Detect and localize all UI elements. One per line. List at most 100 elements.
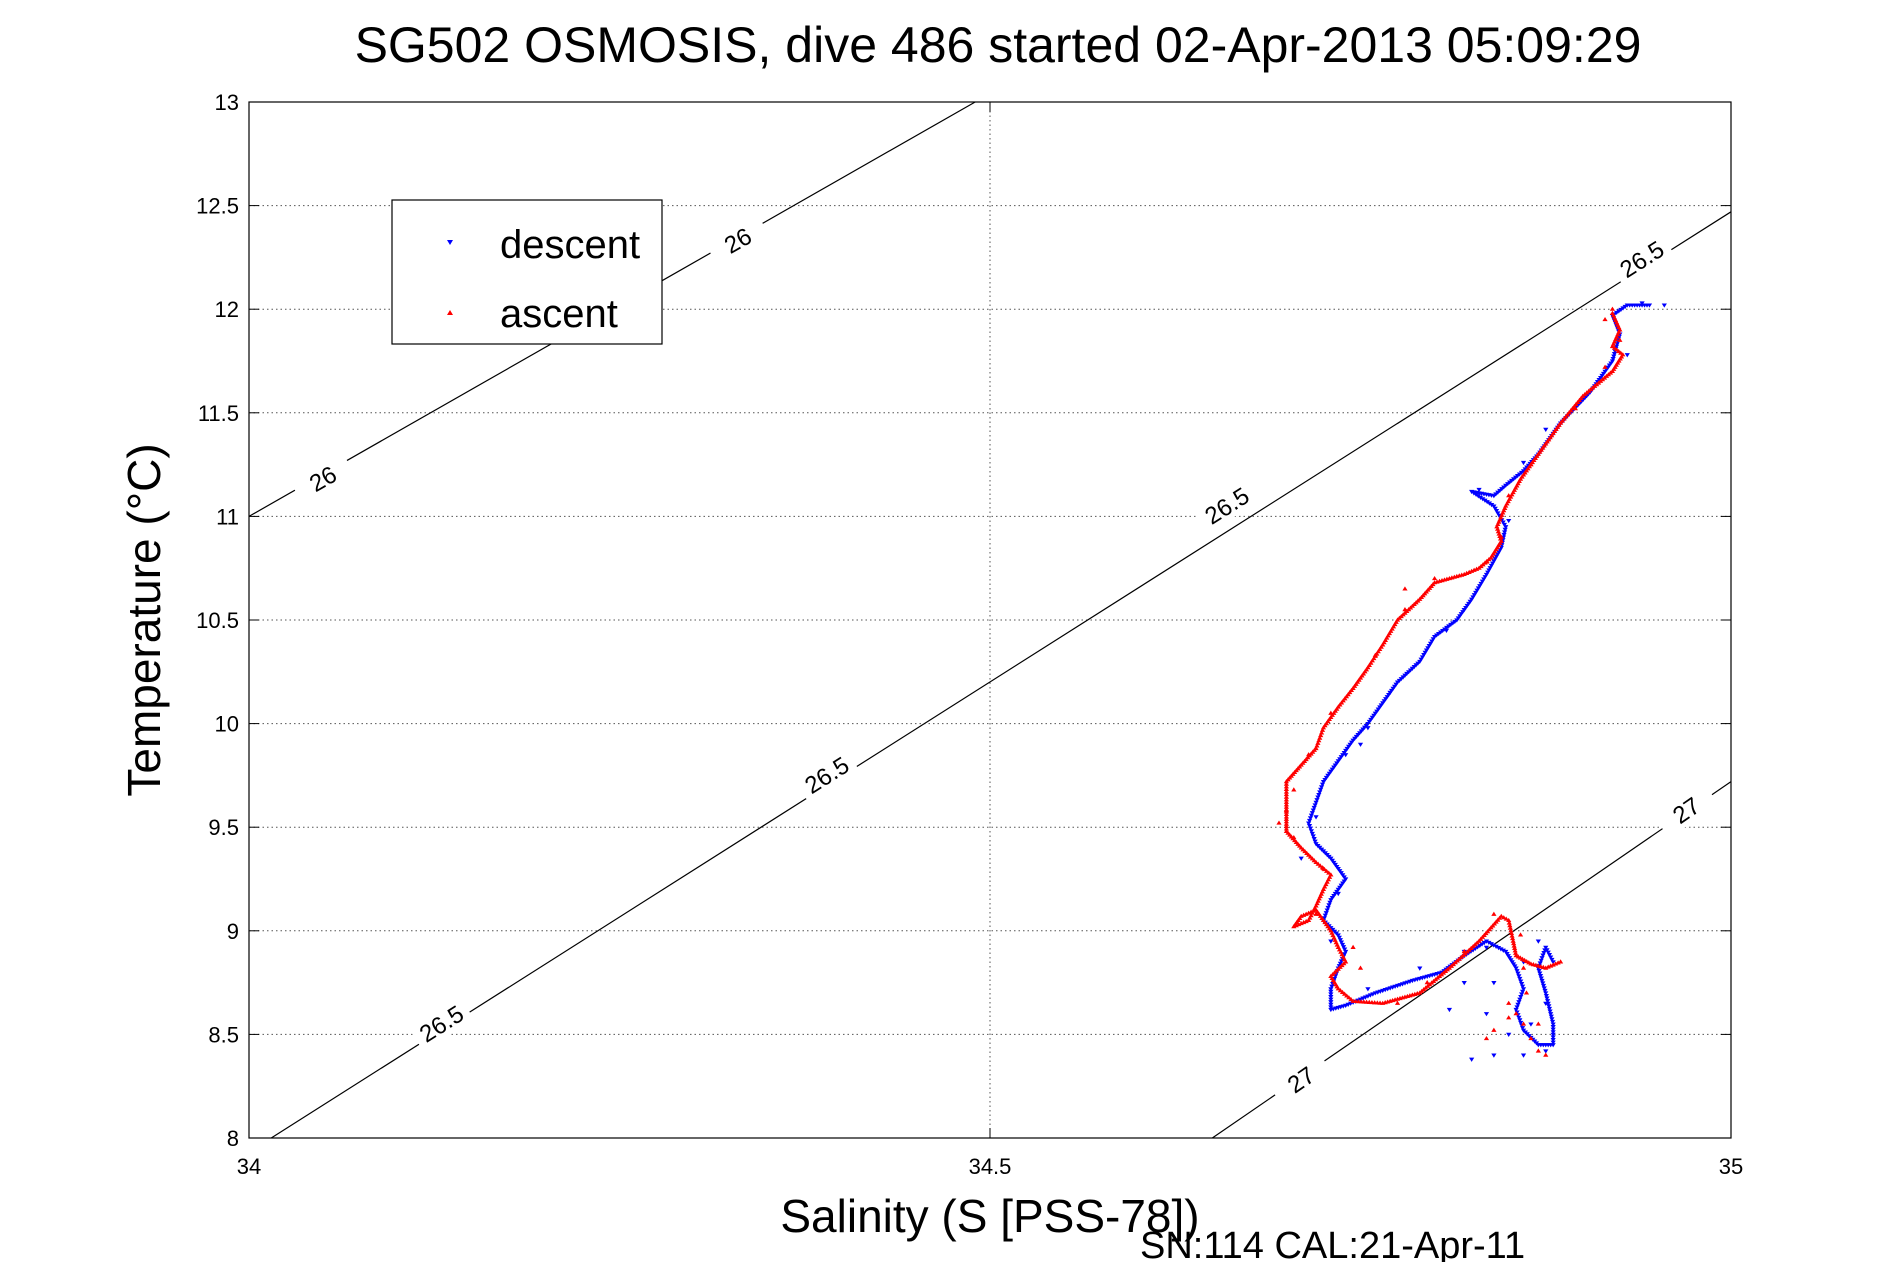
data-point-descent (1484, 500, 1490, 505)
data-point-descent (1491, 1053, 1497, 1058)
data-point-descent (1320, 780, 1327, 785)
data-point-descent (1308, 813, 1315, 818)
data-point-descent (1317, 790, 1323, 795)
data-point-descent (1519, 992, 1525, 997)
data-point-ascent (1424, 980, 1430, 985)
data-point-ascent (1350, 944, 1356, 949)
y-tick-label: 12 (215, 297, 239, 322)
data-point-ascent (1283, 784, 1289, 789)
data-point-descent (1470, 595, 1476, 600)
data-point-descent (1479, 579, 1486, 584)
data-point-descent (1482, 575, 1488, 580)
data-point-descent (1537, 971, 1543, 976)
data-point-descent (1538, 976, 1544, 981)
data-point-descent (1461, 608, 1467, 613)
data-point-ascent (1494, 526, 1501, 531)
data-point-ascent (1372, 652, 1378, 657)
data-point-descent (1549, 1017, 1555, 1022)
data-point-descent (1312, 803, 1318, 808)
data-point-descent (1477, 584, 1483, 589)
data-point-ascent (1291, 834, 1297, 840)
data-point-descent (1539, 978, 1545, 984)
data-point-descent (1506, 1032, 1512, 1037)
data-point-ascent (1319, 727, 1326, 732)
data-point-descent (1483, 572, 1490, 578)
data-point-descent (1328, 939, 1334, 944)
data-point-descent (1480, 497, 1486, 502)
data-point-descent (1469, 1057, 1475, 1062)
data-point-descent (1537, 961, 1543, 966)
data-point-ascent (1520, 965, 1527, 970)
data-point-ascent (1283, 802, 1289, 807)
data-point-ascent (1535, 1021, 1541, 1026)
data-point-ascent (1276, 820, 1282, 825)
y-tick-label: 10.5 (196, 608, 239, 633)
data-point-descent (1461, 981, 1467, 986)
data-point-descent (1430, 637, 1436, 642)
data-point-descent (1541, 950, 1547, 956)
data-point-descent (1328, 898, 1334, 903)
x-tick-labels: 34 34.5 35 (237, 1154, 1743, 1179)
data-point-descent (1491, 504, 1497, 509)
data-point-ascent (1483, 1035, 1490, 1041)
data-point-descent (1543, 993, 1549, 999)
data-point-descent (1495, 511, 1501, 516)
data-point-descent (1485, 570, 1491, 575)
data-point-descent (1520, 987, 1527, 992)
data-point-ascent (1513, 1011, 1519, 1016)
data-point-descent (1310, 834, 1316, 839)
data-point-ascent (1291, 787, 1297, 792)
data-point-descent (1483, 939, 1490, 944)
legend-box (391, 199, 663, 345)
data-point-ascent (1283, 799, 1289, 804)
data-point-ascent (1557, 959, 1564, 964)
data-point-descent (1326, 903, 1332, 908)
data-point-descent (1517, 997, 1523, 1002)
data-point-descent (1312, 839, 1318, 844)
data-point-descent (1327, 900, 1333, 905)
data-point-descent (1550, 1037, 1556, 1043)
chart-title: SG502 OSMOSIS, dive 486 started 02-Apr-2… (355, 17, 1642, 73)
data-point-descent (1513, 1007, 1519, 1013)
data-point-descent (1307, 816, 1314, 821)
contour-label-gap (290, 452, 356, 506)
data-point-descent (1423, 648, 1430, 653)
y-tick-label: 10 (215, 712, 239, 737)
data-point-descent (1549, 957, 1555, 963)
data-point-descent (1426, 644, 1432, 649)
data-point-descent (1427, 641, 1434, 646)
data-point-ascent (1503, 916, 1509, 921)
data-point-ascent (1320, 725, 1327, 730)
contour-line-26.5 (270, 211, 1732, 1139)
data-point-descent (1502, 530, 1508, 535)
data-point-ascent (1496, 531, 1502, 536)
data-point-descent (1491, 943, 1497, 948)
data-point-descent (1516, 974, 1522, 979)
data-point-descent (1519, 984, 1526, 989)
data-point-ascent (1402, 586, 1408, 591)
data-point-descent (1519, 989, 1526, 995)
y-tick-label: 12.5 (196, 194, 239, 219)
data-point-descent (1475, 586, 1481, 591)
contour-label-gap (1609, 232, 1675, 287)
data-point-descent (1495, 946, 1502, 951)
data-point-descent (1316, 792, 1322, 798)
data-point-descent (1328, 989, 1334, 995)
data-point-descent (1515, 1002, 1521, 1007)
data-point-ascent (1283, 779, 1289, 784)
data-point-descent (1611, 352, 1618, 357)
data-point-descent (1550, 1030, 1556, 1035)
data-point-descent (1613, 344, 1620, 349)
data-point-ascent (1513, 950, 1519, 955)
data-point-descent (1319, 782, 1326, 787)
x-tick-label: 34 (237, 1154, 261, 1179)
data-point-descent (1501, 522, 1508, 528)
data-point-descent (1310, 808, 1316, 813)
data-point-descent (1502, 527, 1508, 532)
data-point-ascent (1508, 930, 1515, 935)
data-point-ascent (1617, 337, 1623, 342)
data-point-ascent (1511, 943, 1517, 948)
data-point-descent (1425, 646, 1431, 651)
data-point-ascent (1510, 938, 1516, 943)
data-point-ascent (1318, 730, 1325, 735)
